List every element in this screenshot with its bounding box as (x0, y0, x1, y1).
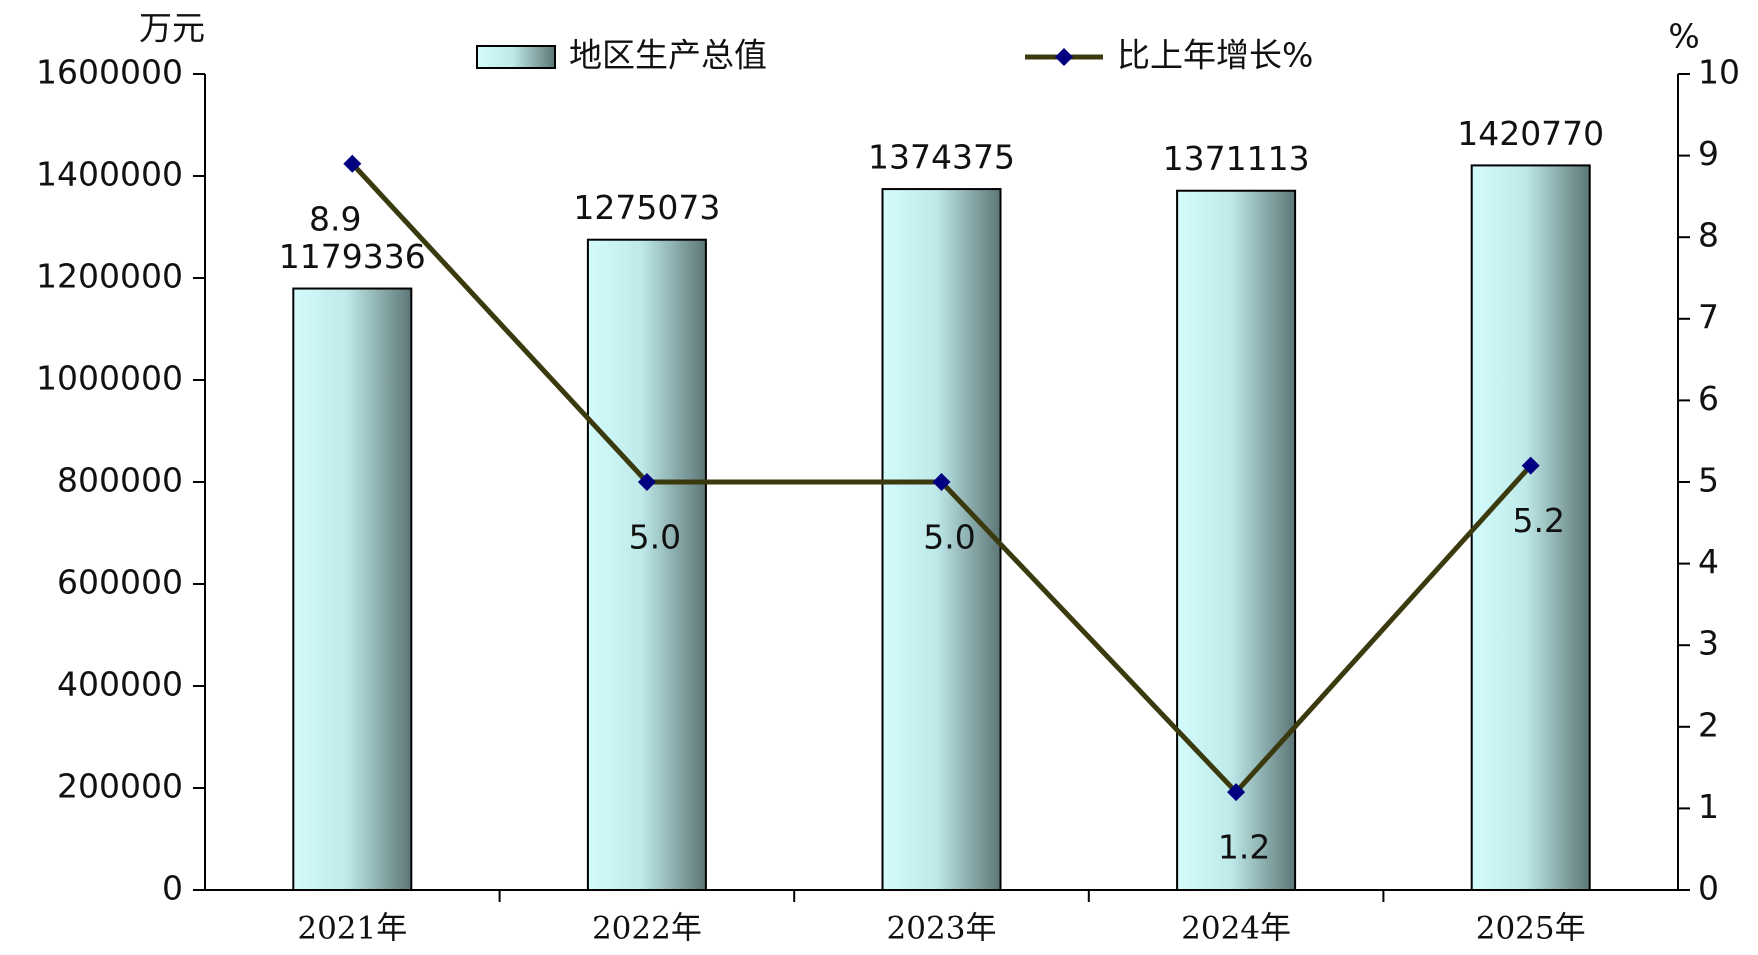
y2-tick-label: 9 (1698, 134, 1719, 173)
line-marker (1227, 783, 1246, 802)
y-tick-label: 1000000 (36, 359, 183, 398)
line-value-label: 8.9 (309, 199, 361, 238)
y2-axis-title: % (1668, 17, 1699, 56)
bar-value-label: 1374375 (868, 138, 1015, 177)
legend-swatch (476, 45, 556, 69)
x-tick-label: 2022年 (592, 911, 702, 947)
bar (586, 238, 707, 891)
y2-tick-label: 5 (1698, 461, 1719, 500)
y2-tick-label: 2 (1698, 705, 1719, 744)
x-tick-label: 2024年 (1181, 911, 1291, 947)
y2-tick-label: 0 (1698, 869, 1719, 908)
y2-tick-label: 8 (1698, 216, 1719, 255)
y-tick-label: 1200000 (36, 257, 183, 296)
x-tick-label: 2023年 (887, 911, 997, 947)
bar-value-label: 1179336 (279, 237, 426, 276)
y-tick-label: 600000 (57, 563, 183, 602)
line-value-label: 1.2 (1218, 828, 1270, 867)
line-marker (932, 473, 951, 491)
bar-value-label: 1420770 (1457, 114, 1604, 153)
x-tick-label: 2025年 (1476, 911, 1586, 947)
y-tick-label: 0 (162, 869, 183, 908)
y-tick-label: 1400000 (36, 155, 183, 194)
x-tick-label: 2021年 (297, 911, 407, 947)
legend-label: 比上年增长% (1117, 36, 1313, 75)
y2-tick-label: 3 (1698, 624, 1719, 663)
y-tick-label: 1600000 (36, 53, 183, 92)
line-value-label: 5.0 (629, 518, 681, 557)
line-marker (637, 473, 656, 491)
bar (1176, 189, 1297, 892)
bar (292, 287, 413, 891)
legend-marker (1055, 48, 1073, 66)
y-tick-label: 200000 (57, 767, 183, 806)
line-value-label: 5.2 (1512, 501, 1564, 540)
y-tick-label: 800000 (57, 461, 183, 500)
line-marker (343, 154, 362, 173)
y2-tick-label: 7 (1698, 297, 1719, 336)
legend-label: 地区生产总值 (569, 36, 767, 75)
bar (881, 188, 1002, 892)
y2-tick-label: 10 (1698, 53, 1740, 92)
y-axis-title: 万元 (139, 9, 205, 48)
bar-value-label: 1275073 (573, 188, 720, 227)
y2-tick-label: 4 (1698, 542, 1719, 581)
line-value-label: 5.0 (923, 518, 975, 557)
y2-tick-label: 1 (1698, 787, 1719, 826)
bar-value-label: 1371113 (1163, 139, 1310, 178)
line-marker (1521, 456, 1540, 475)
y2-tick-label: 6 (1698, 379, 1719, 418)
y-tick-label: 400000 (57, 665, 183, 704)
